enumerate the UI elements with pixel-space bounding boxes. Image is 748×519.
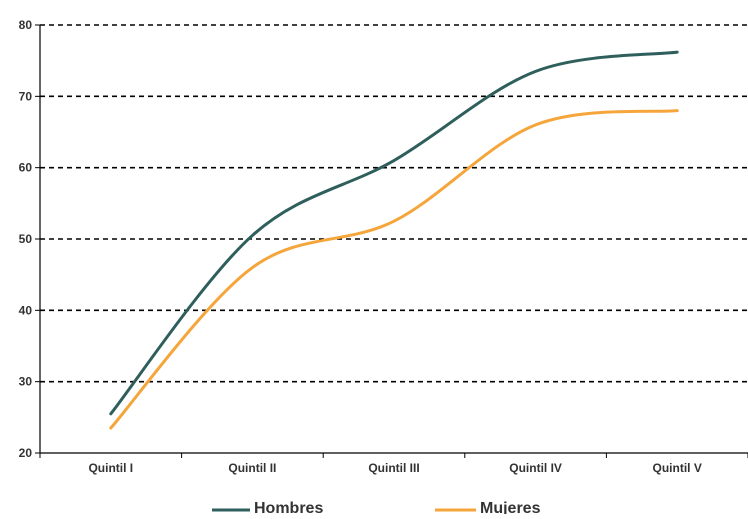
legend-label-hombres: Hombres bbox=[254, 500, 323, 514]
y-tick-label: 40 bbox=[19, 303, 33, 317]
x-tick-label: Quintil III bbox=[368, 461, 419, 475]
legend-label-mujeres: Mujeres bbox=[480, 500, 541, 514]
legend: Hombres Mujeres bbox=[212, 500, 541, 517]
y-tick-label: 30 bbox=[19, 375, 33, 389]
y-tick-label: 20 bbox=[19, 446, 33, 460]
x-tick-label: Quintil V bbox=[653, 461, 702, 475]
series-line-hombres bbox=[109, 50, 679, 416]
x-tick-label: Quintil I bbox=[88, 461, 133, 475]
x-tick-label: Quintil II bbox=[228, 461, 276, 475]
y-tick-label: 80 bbox=[19, 18, 33, 32]
x-tick-label: Quintil IV bbox=[509, 461, 562, 475]
x-tick-labels: Quintil I Quintil II Quintil III Quintil IV… bbox=[88, 461, 701, 475]
series-lines bbox=[109, 50, 679, 430]
axes bbox=[35, 24, 748, 458]
y-tick-label: 70 bbox=[19, 89, 33, 103]
grid-lines bbox=[40, 24, 748, 383]
y-tick-label: 60 bbox=[19, 161, 33, 175]
series-line-mujeres bbox=[109, 109, 679, 430]
y-tick-labels: 20 30 40 50 60 70 80 bbox=[19, 18, 33, 460]
y-tick-label: 50 bbox=[19, 232, 33, 246]
